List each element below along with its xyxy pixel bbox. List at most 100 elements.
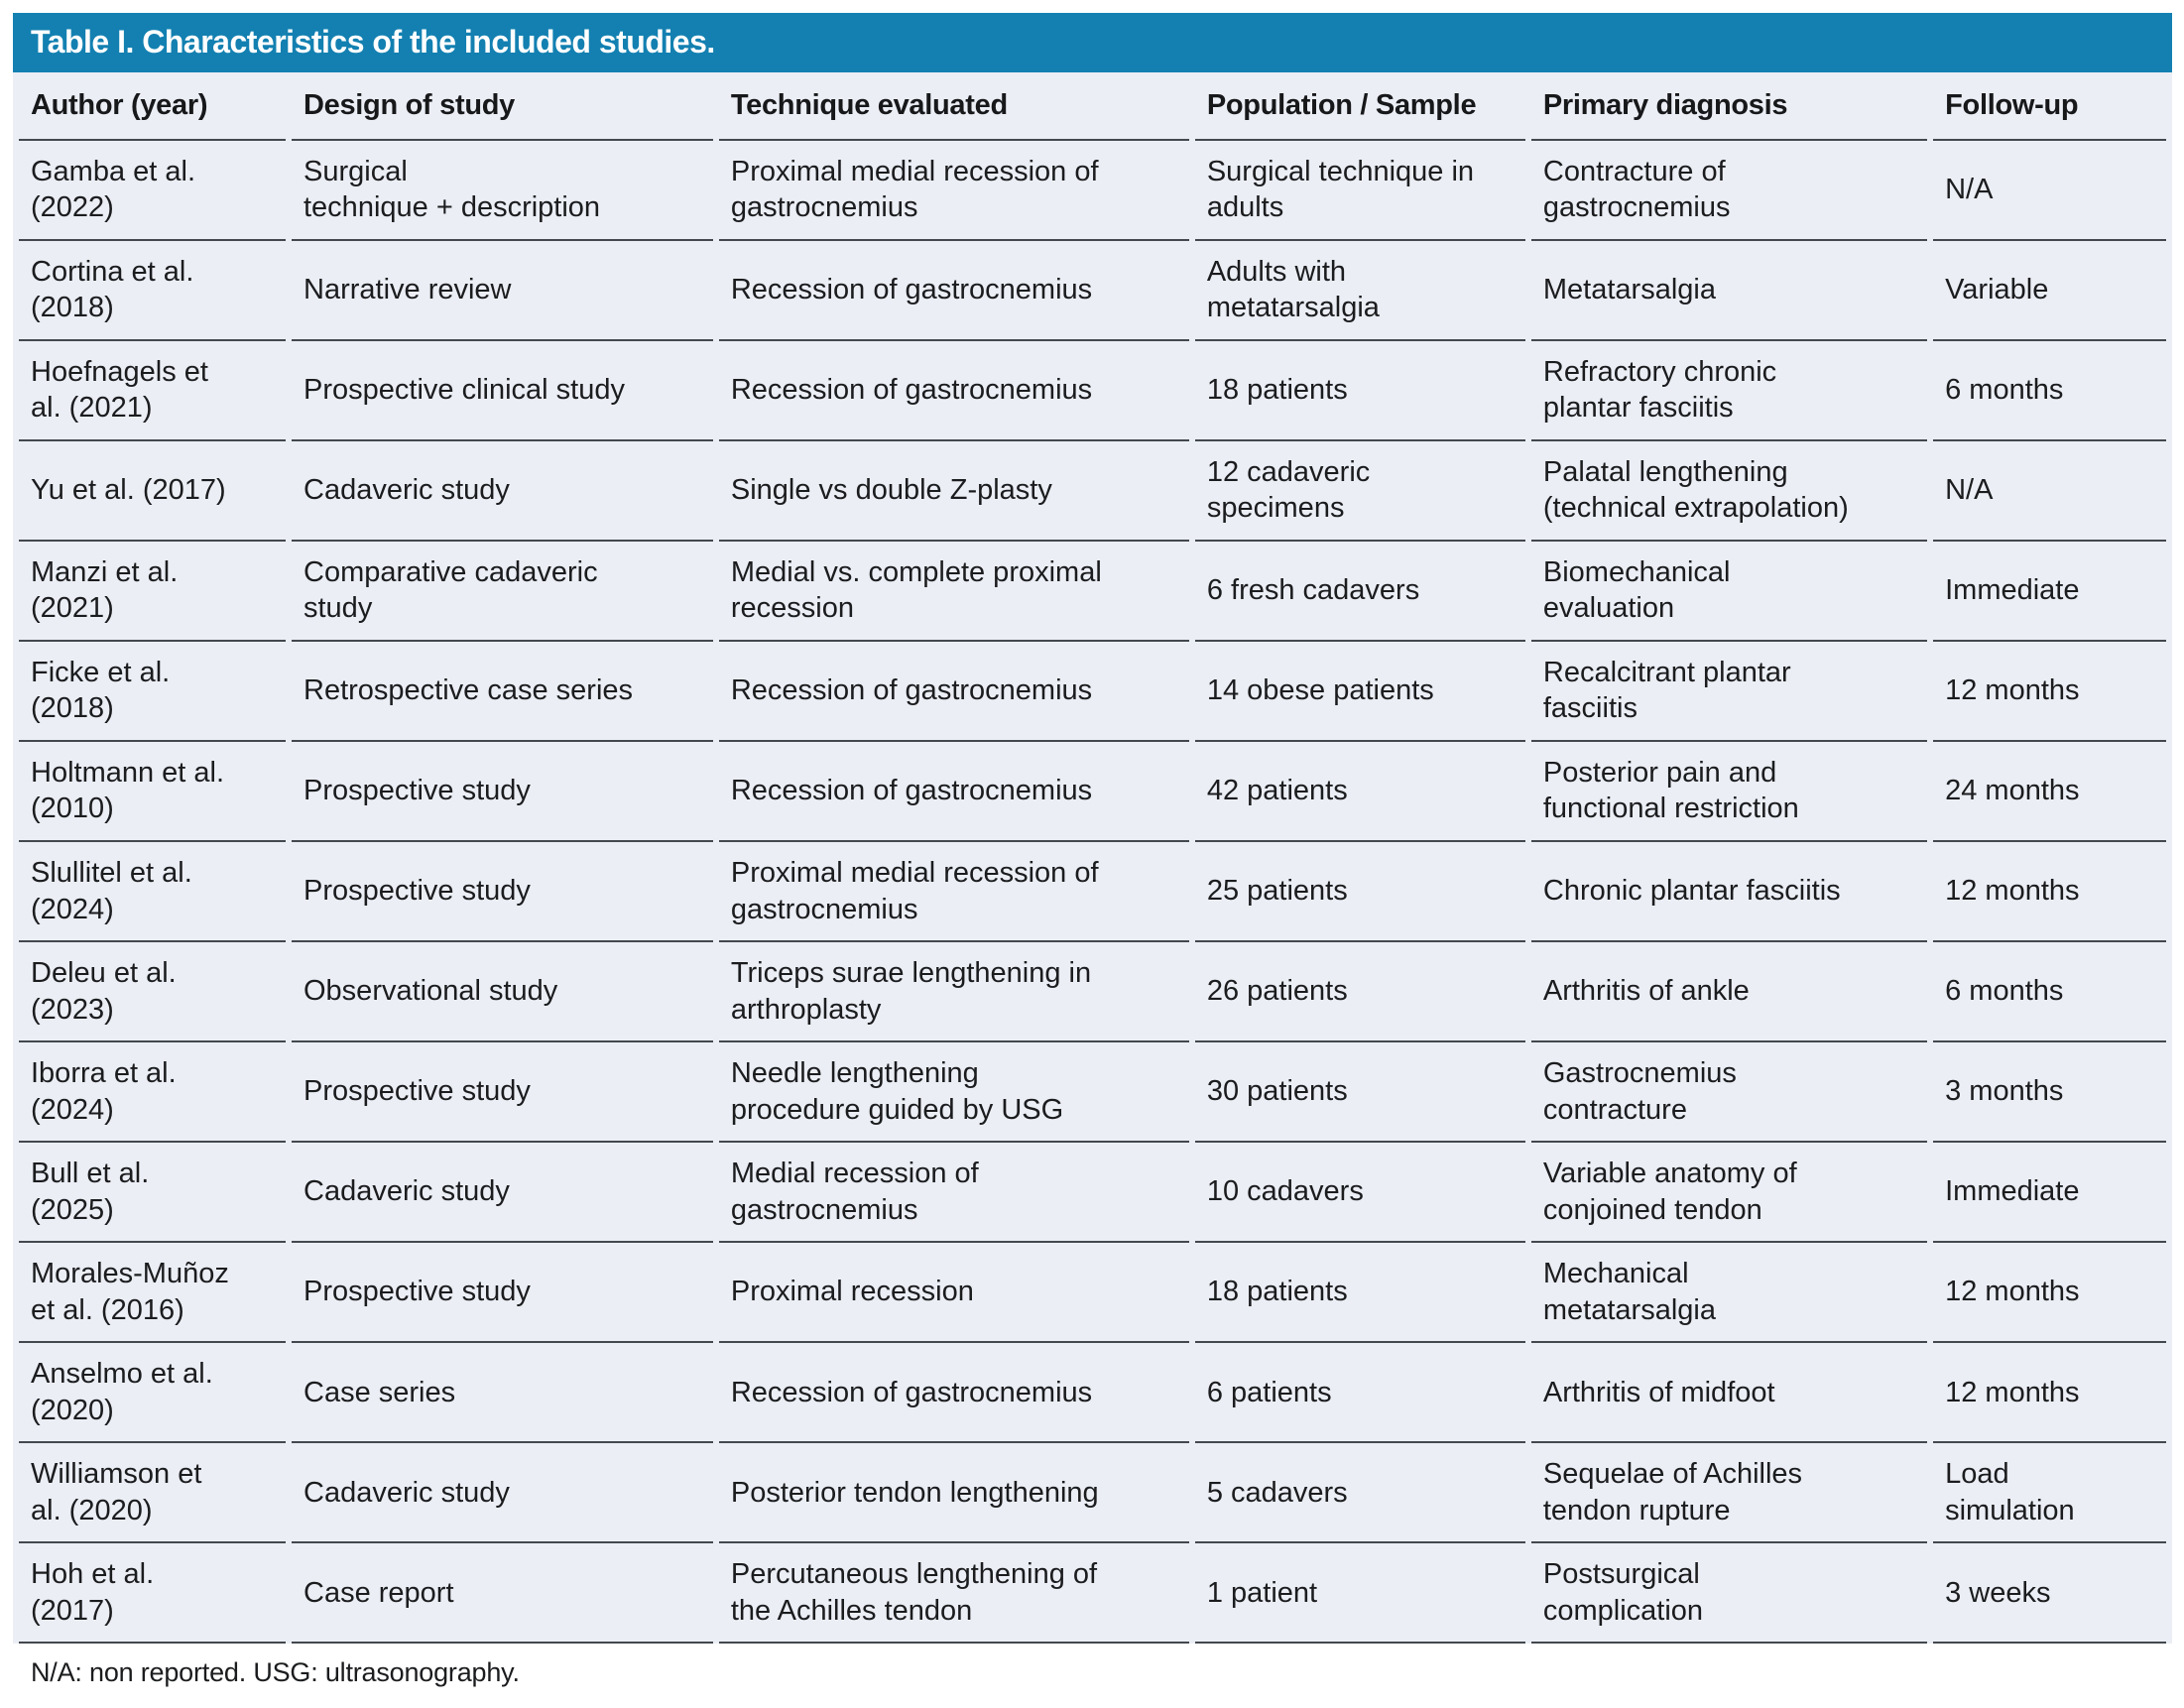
table-row: Williamson et al. (2020) Cadaveric study P… bbox=[19, 1443, 2166, 1544]
table-cell: Bull et al. (2025) bbox=[19, 1143, 286, 1244]
table-cell: Hoh et al. (2017) bbox=[19, 1543, 286, 1645]
table-cell: Arthritis of ankle bbox=[1530, 942, 1928, 1043]
table-cell: Postsurgical complication bbox=[1530, 1543, 1928, 1645]
table-cell: Variable bbox=[1933, 241, 2166, 341]
table-cell: 42 patients bbox=[1194, 742, 1525, 842]
table-cell: Contracture of gastrocnemius bbox=[1530, 141, 1928, 241]
table-cell: Biomechanical evaluation bbox=[1530, 542, 1928, 642]
table-row: Holtmann et al. (2010) Prospective study R… bbox=[19, 742, 2166, 842]
table-cell: 12 cadaveric specimens bbox=[1194, 441, 1525, 542]
table-cell: 3 months bbox=[1933, 1042, 2166, 1144]
table-cell: Proximal medial recession of gastrocnemi… bbox=[718, 842, 1189, 943]
table-row: Hoefnagels et al. (2021) Prospective clin… bbox=[19, 341, 2166, 441]
column-header: Author (year) bbox=[19, 72, 286, 141]
table-cell: Prospective study bbox=[292, 742, 713, 842]
table-cell: Needle lengthening procedure guided by U… bbox=[718, 1042, 1189, 1144]
column-header: Technique evaluated bbox=[718, 72, 1189, 141]
table-cell: Medial vs. complete proximal recession bbox=[718, 542, 1189, 642]
table-cell: 12 months bbox=[1933, 642, 2166, 742]
table-cell: Recession of gastrocnemius bbox=[718, 341, 1189, 441]
table-cell: Morales-Muñoz et al. (2016) bbox=[19, 1243, 286, 1344]
table-cell: Recalcitrant plantar fasciitis bbox=[1530, 642, 1928, 742]
table-cell: Surgical technique in adults bbox=[1194, 141, 1525, 241]
table-cell: Posterior pain and functional restrictio… bbox=[1530, 742, 1928, 842]
table-cell: Gamba et al. (2022) bbox=[19, 141, 286, 241]
table-cell: Immediate bbox=[1933, 1143, 2166, 1244]
column-header: Design of study bbox=[292, 72, 713, 141]
table-cell: Metatarsalgia bbox=[1530, 241, 1928, 341]
table-cell: Palatal lengthening (technical extrapola… bbox=[1530, 441, 1928, 542]
table-cell: Cadaveric study bbox=[292, 1443, 713, 1544]
table-cell: Anselmo et al. (2020) bbox=[19, 1343, 286, 1444]
table-cell: Holtmann et al. (2010) bbox=[19, 742, 286, 842]
table-row: Bull et al. (2025) Cadaveric study Medial … bbox=[19, 1143, 2166, 1244]
table-cell: Recession of gastrocnemius bbox=[718, 642, 1189, 742]
table-cell: 10 cadavers bbox=[1194, 1143, 1525, 1244]
table-cell: Slullitel et al. (2024) bbox=[19, 842, 286, 943]
table-footnote: N/A: non reported. USG: ultrasonography. bbox=[31, 1657, 520, 1688]
table-cell: Recession of gastrocnemius bbox=[718, 241, 1189, 341]
table-cell: Hoefnagels et al. (2021) bbox=[19, 341, 286, 441]
table-cell: Immediate bbox=[1933, 542, 2166, 642]
table-cell: Single vs double Z-plasty bbox=[718, 441, 1189, 542]
table-cell: Variable anatomy of conjoined tendon bbox=[1530, 1143, 1928, 1244]
table-cell: N/A bbox=[1933, 141, 2166, 241]
table-row: Gamba et al. (2022) Surgical technique + … bbox=[19, 141, 2166, 241]
table-cell: 6 months bbox=[1933, 341, 2166, 441]
table-cell: Comparative cadaveric study bbox=[292, 542, 713, 642]
table-cell: Sequelae of Achilles tendon rupture bbox=[1530, 1443, 1928, 1544]
table-cell: Deleu et al. (2023) bbox=[19, 942, 286, 1043]
table-cell: Posterior tendon lengthening bbox=[718, 1443, 1189, 1544]
table-cell: Proximal recession bbox=[718, 1243, 1189, 1344]
table-cell: 24 months bbox=[1933, 742, 2166, 842]
header-row: Author (year) Design of study Technique ev… bbox=[19, 72, 2166, 141]
table-cell: Cadaveric study bbox=[292, 1143, 713, 1244]
table-cell: 14 obese patients bbox=[1194, 642, 1525, 742]
column-header: Population / Sample bbox=[1194, 72, 1525, 141]
table-row: Yu et al. (2017) Cadaveric study Single vs… bbox=[19, 441, 2166, 542]
table-cell: Williamson et al. (2020) bbox=[19, 1443, 286, 1544]
table-row: Hoh et al. (2017) Case report Percutaneous… bbox=[19, 1543, 2166, 1645]
table-cell: 12 months bbox=[1933, 1243, 2166, 1344]
table-cell: 26 patients bbox=[1194, 942, 1525, 1043]
table-cell: 30 patients bbox=[1194, 1042, 1525, 1144]
table-title: Table I. Characteristics of the included… bbox=[31, 24, 715, 60]
table-cell: Recession of gastrocnemius bbox=[718, 742, 1189, 842]
table-cell: 6 fresh cadavers bbox=[1194, 542, 1525, 642]
table-cell: Prospective study bbox=[292, 1243, 713, 1344]
column-header: Primary diagnosis bbox=[1530, 72, 1928, 141]
table-cell: Prospective clinical study bbox=[292, 341, 713, 441]
table-cell: Case report bbox=[292, 1543, 713, 1645]
table-cell: Recession of gastrocnemius bbox=[718, 1343, 1189, 1444]
table-cell: N/A bbox=[1933, 441, 2166, 542]
table-cell: 12 months bbox=[1933, 1343, 2166, 1444]
table-cell: Refractory chronic plantar fasciitis bbox=[1530, 341, 1928, 441]
table-cell: 6 months bbox=[1933, 942, 2166, 1043]
table-body: Gamba et al. (2022) Surgical technique + … bbox=[19, 141, 2166, 1645]
table-row: Deleu et al. (2023) Observational study Tr… bbox=[19, 942, 2166, 1043]
table-cell: Narrative review bbox=[292, 241, 713, 341]
table-cell: Adults with metatarsalgia bbox=[1194, 241, 1525, 341]
table-cell: Chronic plantar fasciitis bbox=[1530, 842, 1928, 943]
table-cell: Surgical technique + description bbox=[292, 141, 713, 241]
table-cell: Load simulation bbox=[1933, 1443, 2166, 1544]
table-cell: Medial recession of gastrocnemius bbox=[718, 1143, 1189, 1244]
table-cell: Retrospective case series bbox=[292, 642, 713, 742]
studies-table: Author (year) Design of study Technique ev… bbox=[13, 72, 2172, 1645]
table-cell: 3 weeks bbox=[1933, 1543, 2166, 1645]
column-header: Follow-up bbox=[1933, 72, 2166, 141]
table-row: Cortina et al. (2018) Narrative review Rec… bbox=[19, 241, 2166, 341]
table-cell: 1 patient bbox=[1194, 1543, 1525, 1645]
table-row: Ficke et al. (2018) Retrospective case se… bbox=[19, 642, 2166, 742]
table-cell: Prospective study bbox=[292, 1042, 713, 1144]
table-cell: Observational study bbox=[292, 942, 713, 1043]
table-cell: 6 patients bbox=[1194, 1343, 1525, 1444]
table-row: Slullitel et al. (2024) Prospective study… bbox=[19, 842, 2166, 943]
table-cell: Manzi et al. (2021) bbox=[19, 542, 286, 642]
table-cell: Arthritis of midfoot bbox=[1530, 1343, 1928, 1444]
table-cell: Yu et al. (2017) bbox=[19, 441, 286, 542]
table-cell: 18 patients bbox=[1194, 1243, 1525, 1344]
table-cell: 12 months bbox=[1933, 842, 2166, 943]
table-cell: Ficke et al. (2018) bbox=[19, 642, 286, 742]
